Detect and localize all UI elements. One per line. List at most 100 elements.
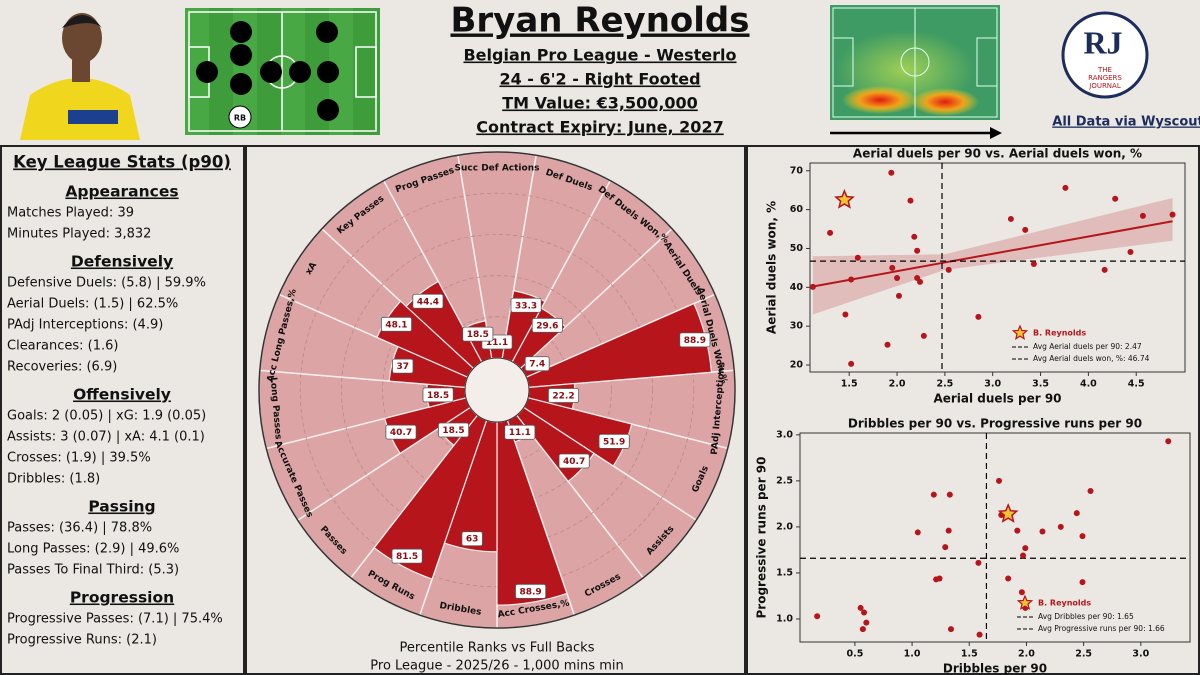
player-detail: Belgian Pro League - Westerlo <box>463 46 736 65</box>
x-tick-label: 2.5 <box>936 379 953 390</box>
data-point <box>1087 488 1094 495</box>
data-point <box>930 491 937 498</box>
data-point <box>1022 226 1029 233</box>
stats-heading: Passing <box>88 498 155 516</box>
data-point <box>936 575 943 582</box>
y-tick-label: 2.0 <box>776 521 793 532</box>
logo-text: THE <box>1097 66 1112 74</box>
stats-item: Goals: 2 (0.05) | xG: 1.9 (0.05) <box>7 409 206 424</box>
data-point <box>888 169 895 176</box>
player-name: Bryan Reynolds <box>450 1 749 41</box>
y-tick-label: 50 <box>790 243 804 254</box>
y-axis-label: Aerial duels won, % <box>765 201 779 334</box>
pizza-value-box <box>412 293 444 309</box>
pizza-value-label: 29.6 <box>536 321 558 331</box>
pizza-value-label: 44.4 <box>417 297 439 307</box>
pizza-value-box <box>392 358 414 374</box>
stats-item: Passes To Final Third: (5.3) <box>7 563 179 578</box>
pizza-value-label: 81.5 <box>396 552 418 562</box>
y-tick-label: 2.5 <box>776 475 793 486</box>
legend-label: B. Reynolds <box>1033 329 1086 338</box>
y-tick-label: 40 <box>790 282 804 293</box>
pizza-hole <box>464 357 530 423</box>
pizza-value-box <box>558 453 590 469</box>
player-photo <box>20 13 140 140</box>
y-tick-label: 60 <box>790 204 804 215</box>
data-point <box>848 276 855 283</box>
x-tick-label: 1.0 <box>904 649 921 660</box>
data-point <box>1079 579 1086 586</box>
data-point <box>1039 528 1046 535</box>
data-point <box>859 626 866 633</box>
chart-title: Aerial duels per 90 vs. Aerial duels won… <box>853 147 1142 161</box>
pizza-value-box <box>422 387 454 403</box>
pizza-value-box <box>510 297 542 313</box>
stats-item: Crosses: (1.9) | 39.5% <box>7 451 151 466</box>
plot-frame <box>809 162 1186 373</box>
pizza-value-box <box>391 548 423 564</box>
data-source: All Data via Wyscout <box>1052 115 1200 130</box>
y-tick-label: 1.0 <box>776 613 793 624</box>
data-point <box>889 264 896 271</box>
data-point <box>1018 589 1025 596</box>
player-detail: TM Value: €3,500,000 <box>502 94 698 113</box>
data-point <box>827 229 834 236</box>
y-axis-label: Progressive runs per 90 <box>755 457 769 619</box>
legend-label: Avg Progressive runs per 90: 1.66 <box>1038 624 1165 633</box>
pizza-value-label: 18.5 <box>442 426 464 436</box>
stats-item: Dribbles: (1.8) <box>7 472 100 487</box>
data-point <box>857 604 864 611</box>
data-point <box>842 311 849 318</box>
pizza-value-label: 37 <box>396 362 409 372</box>
data-point <box>914 247 921 254</box>
highlight-point <box>834 188 855 209</box>
data-point <box>975 559 982 566</box>
x-axis-label: Dribbles per 90 <box>943 662 1047 675</box>
data-point <box>911 233 918 240</box>
data-point <box>1112 195 1119 202</box>
pizza-value-label: 33.3 <box>515 301 537 311</box>
data-point <box>1022 545 1029 552</box>
pizza-value-box <box>380 316 412 332</box>
data-point <box>947 626 954 633</box>
data-point <box>975 313 982 320</box>
x-tick-label: 3.0 <box>984 379 1001 390</box>
pizza-value-box <box>385 424 417 440</box>
data-point <box>1079 533 1086 540</box>
player-detail: 24 - 6'2 - Right Footed <box>499 70 700 89</box>
formation-pitch: RB <box>185 8 380 135</box>
legend-star <box>1016 594 1034 610</box>
data-point <box>945 527 952 534</box>
legend-label: Avg Dribbles per 90: 1.65 <box>1038 612 1134 621</box>
data-point <box>942 544 949 551</box>
pizza-value-box <box>531 317 563 333</box>
logo-initials: RJ <box>1083 24 1122 60</box>
logo-text: JOURNAL <box>1088 82 1121 90</box>
logo-text: RANGERS <box>1088 74 1122 82</box>
stats-item: Progressive Runs: (2.1) <box>7 633 157 648</box>
data-point <box>996 477 1003 484</box>
data-point <box>814 613 821 620</box>
pizza-outline <box>258 151 736 629</box>
pizza-value-label: 51.9 <box>603 437 625 447</box>
stats-item: Recoveries: (6.9) <box>7 360 117 375</box>
y-tick-label: 20 <box>790 360 804 371</box>
x-tick-label: 4.5 <box>1128 379 1145 390</box>
y-tick-label: 3.0 <box>776 429 793 440</box>
pizza-value-box <box>462 326 494 342</box>
pizza-value-box <box>438 422 470 438</box>
pizza-value-label: 11.1 <box>486 338 508 348</box>
data-point <box>1007 215 1014 222</box>
pizza-value-label: 11.1 <box>509 428 531 438</box>
pizza-value-box <box>515 583 547 599</box>
stats-item: Minutes Played: 3,832 <box>7 227 151 242</box>
data-point <box>914 529 921 536</box>
stats-item: Long Passes: (2.9) | 49.6% <box>7 542 179 557</box>
data-point <box>917 278 924 285</box>
pizza-value-label: 22.2 <box>552 392 574 402</box>
data-point <box>1169 211 1176 218</box>
x-tick-label: 3.5 <box>1032 379 1049 390</box>
data-point <box>1073 510 1080 517</box>
stats-heading: Defensively <box>71 253 173 271</box>
